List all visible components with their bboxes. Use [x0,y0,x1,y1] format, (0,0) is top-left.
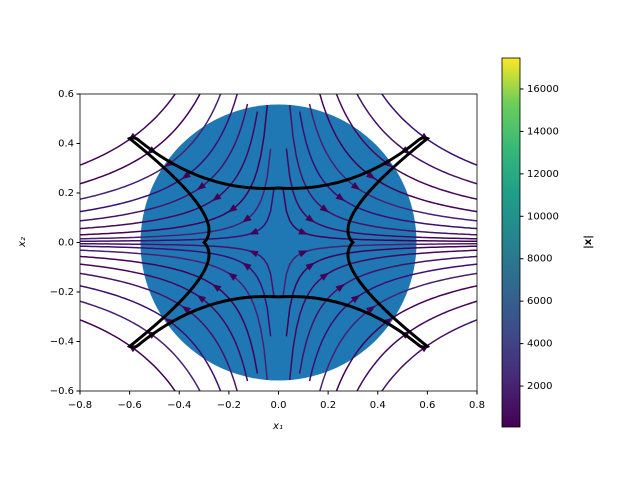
x-axis-label: x₁ [272,421,283,432]
streamline [335,285,477,391]
streamline [356,94,477,185]
stream-arrow [212,192,222,202]
streamline [80,104,269,236]
streamline [80,94,238,213]
x-tick-label: −0.8 [68,400,92,411]
streamline [308,263,477,382]
streamline [80,94,222,200]
stream-arrow [350,181,361,191]
colorbar-tick-label: 8000 [527,254,552,265]
y-axis-label: x₂ [17,237,28,248]
y-tick-label: 0.0 [58,238,74,249]
stream-arrow [249,227,259,235]
colorbar-tick-label: 2000 [527,381,552,392]
colorbar-tick-label: 12000 [527,169,559,180]
streamline [80,285,222,391]
colorbar-tick-label: 14000 [527,126,559,137]
streamline [80,272,238,391]
streamline [319,272,477,391]
stream-arrow [366,305,376,314]
streamline [80,245,272,337]
x-tick-label: −0.4 [167,400,191,411]
streamline [80,111,259,230]
disk [140,104,417,381]
streamline [80,255,259,374]
streamline [80,188,275,243]
x-tick-label: 0.2 [320,400,336,411]
streamline [80,263,249,382]
stream-arrow [228,204,238,213]
stream-arrow [196,181,207,191]
streamline [319,94,477,213]
stream-arrow [319,272,329,281]
stream-arrow [319,204,329,213]
streamline [380,319,477,391]
stream-arrow [350,294,361,304]
stream-arrow [228,272,238,281]
y-tick-label: −0.6 [50,386,74,397]
x-tick-label: −0.6 [117,400,141,411]
stream-arrow [298,250,308,258]
colorbar-tick-label: 16000 [527,84,559,95]
colorbar-tick-label: 10000 [527,211,559,222]
x-tick-label: 0.6 [419,400,435,411]
streamline [80,94,177,166]
x-tick-label: −0.2 [217,400,241,411]
stream-arrow [212,283,222,293]
streamline [282,188,477,243]
colorbar-tick-label: 4000 [527,339,552,350]
stream-arrow [242,262,252,271]
streamline [335,94,477,200]
streamline [298,111,477,230]
stream-arrow [249,250,259,258]
streamline [80,242,275,297]
streamline [80,300,201,391]
streamline [308,103,477,222]
colorbar [501,57,521,428]
stream-arrow [242,214,252,223]
streamline [380,94,477,166]
stream-arrow [335,283,345,293]
streamline [282,242,477,297]
stream-arrow [305,262,315,271]
streamline [80,103,249,222]
stream-arrow [366,171,376,180]
colorbar-label: |x| [583,235,594,249]
streamline [356,300,477,391]
y-tick-label: 0.4 [58,139,74,150]
streamline [80,94,201,185]
x-tick-label: 0.4 [370,400,386,411]
stream-arrow [181,305,191,314]
streamline [285,245,477,337]
streamline [288,104,477,236]
x-tick-label: 0.0 [271,400,287,411]
y-tick-label: 0.6 [58,89,74,100]
streamline [80,319,177,391]
y-tick-label: −0.4 [50,337,74,348]
stream-arrow [196,294,207,304]
stream-arrow [181,171,191,180]
streamline [298,255,477,374]
streamline [288,249,477,381]
stream-arrow [335,192,345,202]
y-tick-label: 0.2 [58,188,74,199]
stream-arrow [305,214,315,223]
streamline [80,148,272,240]
colorbar-tick-label: 6000 [527,296,552,307]
boundary-curve [126,136,431,349]
streamline [80,249,269,381]
x-tick-label: 0.8 [469,400,485,411]
plot-area [80,94,477,391]
stream-arrow [298,227,308,235]
y-tick-label: −0.2 [50,287,74,298]
streamline [285,148,477,240]
